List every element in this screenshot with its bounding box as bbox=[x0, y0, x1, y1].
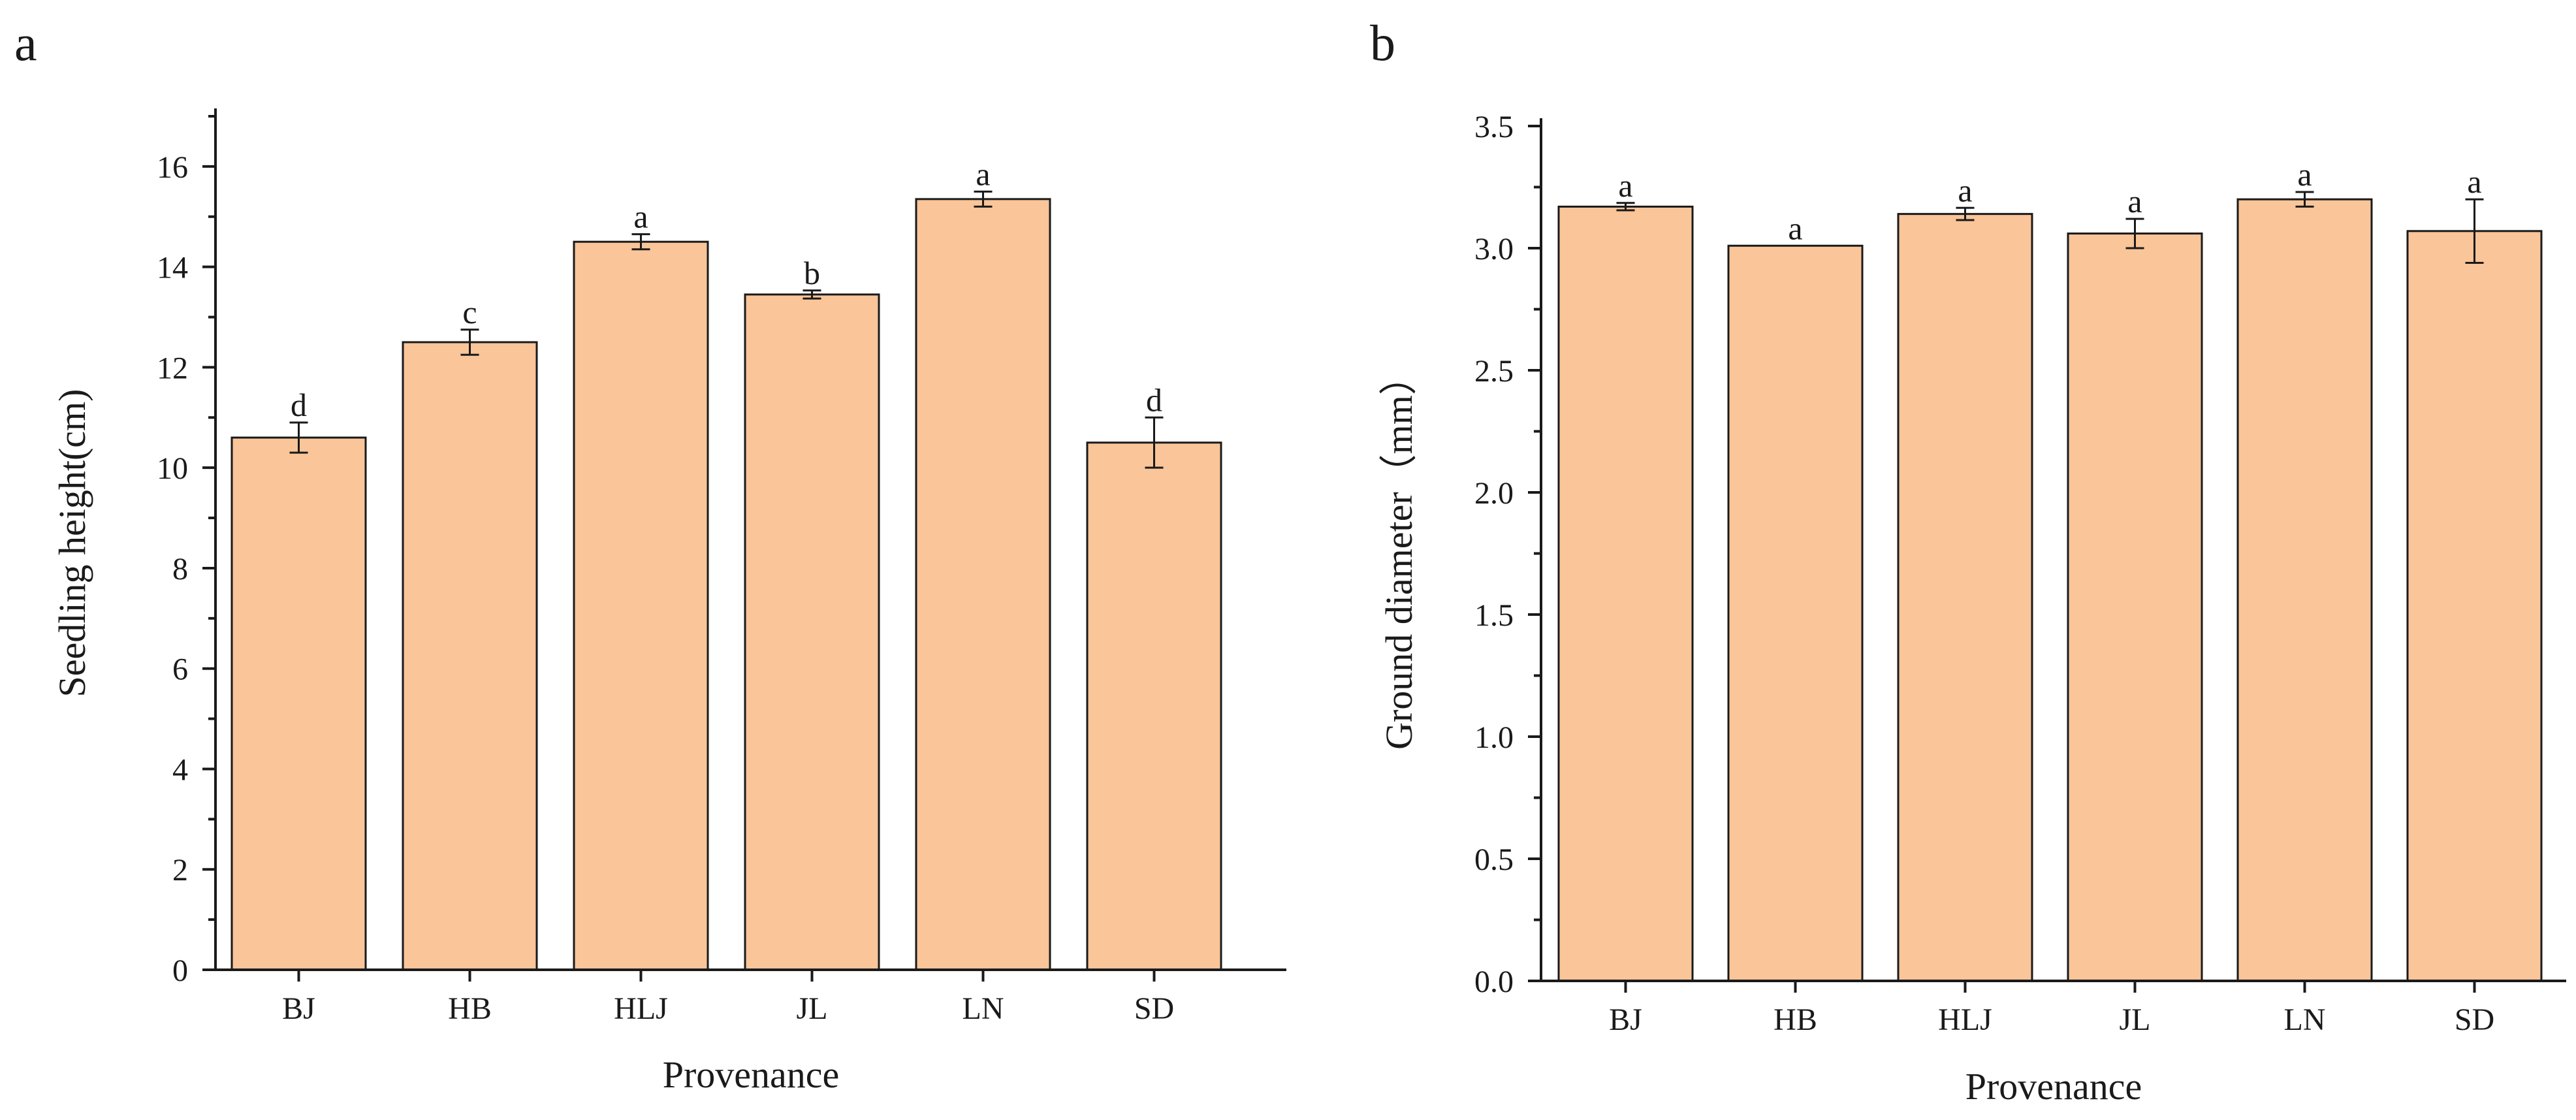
panel-a-error-bar-HB bbox=[460, 328, 479, 356]
panel-b-significance-JL: a bbox=[2127, 183, 2142, 219]
panel-a-error-bar-LN bbox=[974, 190, 993, 208]
panel-b-bar-LN bbox=[2236, 198, 2373, 982]
panel-a-bar-HB bbox=[402, 341, 538, 971]
panel-a-significance-HLJ: a bbox=[633, 199, 648, 235]
panel-b-x-tick-label-SD: SD bbox=[2455, 1002, 2494, 1037]
panel-a-error-bar-JL bbox=[803, 289, 821, 300]
panel-b-significance-SD: a bbox=[2467, 163, 2481, 200]
panel-b-significance-HLJ: a bbox=[1958, 172, 1972, 208]
panel-a-y-tick-label: 8 bbox=[172, 552, 188, 586]
panel-b-bar-HLJ bbox=[1897, 213, 2033, 982]
panel-b-y-tick-label: 0.0 bbox=[1474, 965, 1514, 999]
panel-a-bar-HLJ bbox=[573, 240, 709, 971]
panel-b-y-axis-title: Ground diameter（mm） bbox=[1378, 357, 1420, 750]
panel-a-y-tick-label: 0 bbox=[172, 953, 188, 988]
panel-a-x-tick-label-HB: HB bbox=[448, 991, 492, 1026]
panel-a-bar-BJ bbox=[231, 436, 367, 971]
panel-a-letter: a bbox=[14, 14, 37, 71]
panel-a-error-bar-SD bbox=[1145, 416, 1164, 469]
panel-b-significance-LN: a bbox=[2297, 156, 2312, 193]
panel-b-error-bar-BJ bbox=[1616, 202, 1635, 212]
panel-a-x-tick-label-LN: LN bbox=[962, 991, 1004, 1026]
panel-b-bar-SD bbox=[2406, 230, 2543, 982]
panel-b-error-bar-JL bbox=[2125, 217, 2144, 249]
panel-b-y-tick-label: 3.0 bbox=[1474, 232, 1514, 266]
panel-a-marks: d BJ c HB a HLJ b JL a LN d SD 0 2 4 6 8 10 12 14 16 bbox=[157, 115, 1222, 1026]
panel-b-y-tick-label: 3.5 bbox=[1474, 110, 1514, 144]
panel-b-x-tick-label-BJ: BJ bbox=[1609, 1002, 1642, 1037]
panel-a-y-tick-label: 12 bbox=[157, 351, 188, 385]
panel-a-significance-SD: d bbox=[1146, 381, 1162, 418]
panel-a-y-tick-label: 4 bbox=[172, 752, 188, 787]
panel-b-y-tick-label: 1.5 bbox=[1474, 598, 1514, 633]
panel-b: b a BJ a HB a HLJ a JL a LN a SD 0.0 0.5 1.0 1.5 2.0 2.5 3… bbox=[1370, 14, 2566, 1108]
panel-a: a d BJ c HB a HLJ b JL a LN d SD 0 2 4 6 8 10 12 14 16 Prove… bbox=[14, 14, 1286, 1096]
panel-a-y-axis-title: Seedling height(cm) bbox=[51, 389, 93, 697]
panel-a-error-bar-BJ bbox=[289, 421, 308, 454]
panel-a-significance-JL: b bbox=[804, 255, 820, 291]
panel-a-significance-HB: c bbox=[462, 294, 477, 330]
panel-b-bar-HB bbox=[1727, 244, 1864, 982]
panel-b-error-bar-HLJ bbox=[1956, 206, 1975, 221]
panel-b-x-tick-label-LN: LN bbox=[2284, 1002, 2326, 1037]
panel-a-y-tick-label: 16 bbox=[157, 150, 188, 185]
panel-b-letter: b bbox=[1370, 14, 1395, 71]
panel-a-bar-LN bbox=[915, 198, 1051, 971]
panel-b-y-tick-label: 1.0 bbox=[1474, 720, 1514, 755]
panel-b-x-tick-label-HLJ: HLJ bbox=[1938, 1002, 1992, 1037]
panel-a-x-tick-label-SD: SD bbox=[1134, 991, 1174, 1026]
panel-b-bar-JL bbox=[2067, 232, 2203, 982]
panel-b-error-bar-LN bbox=[2295, 191, 2314, 208]
panel-b-error-bar-SD bbox=[2465, 198, 2484, 264]
panel-a-x-axis-title: Provenance bbox=[663, 1053, 840, 1096]
panel-b-x-tick-label-JL: JL bbox=[2120, 1002, 2151, 1037]
panel-b-y-tick-label: 2.5 bbox=[1474, 354, 1514, 389]
panel-b-x-tick-label-HB: HB bbox=[1773, 1002, 1817, 1037]
panel-b-bar-BJ bbox=[1557, 205, 1694, 982]
panel-a-y-tick-label: 14 bbox=[157, 251, 188, 285]
panel-a-y-tick-label: 2 bbox=[172, 853, 188, 888]
panel-a-y-tick-label: 6 bbox=[172, 652, 188, 687]
panel-b-x-axis-title: Provenance bbox=[1965, 1065, 2142, 1108]
panel-a-x-tick-label-HLJ: HLJ bbox=[614, 991, 668, 1026]
panel-b-y-tick-label: 0.5 bbox=[1474, 842, 1514, 877]
panel-b-significance-HB: a bbox=[1788, 210, 1802, 246]
panel-b-marks: a BJ a HB a HLJ a JL a LN a SD 0.0 0.5 1.0 1.5 2.0 2.5 3.0… bbox=[1474, 110, 2543, 1037]
panel-a-x-tick-label-BJ: BJ bbox=[282, 991, 315, 1026]
panel-a-significance-LN: a bbox=[976, 155, 990, 192]
panel-a-y-tick-label: 10 bbox=[157, 451, 188, 486]
panel-a-bar-SD bbox=[1086, 441, 1222, 971]
panel-a-significance-BJ: d bbox=[291, 387, 307, 423]
panel-b-y-tick-label: 2.0 bbox=[1474, 476, 1514, 511]
panel-a-error-bar-HLJ bbox=[631, 233, 650, 251]
panel-a-x-tick-label-JL: JL bbox=[797, 991, 828, 1026]
panel-a-bar-JL bbox=[744, 293, 880, 971]
panel-b-significance-BJ: a bbox=[1618, 167, 1632, 204]
